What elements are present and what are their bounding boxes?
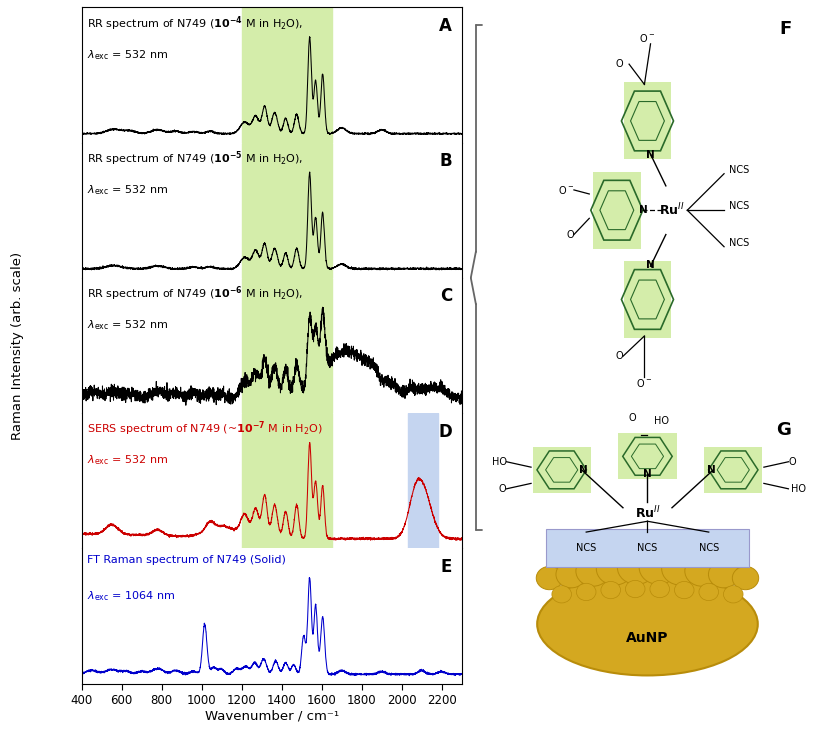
Text: NCS: NCS: [729, 201, 749, 211]
Text: N: N: [643, 469, 652, 479]
Text: RR spectrum of N749 ($\mathbf{10^{-4}}$ M in H$_2$O),: RR spectrum of N749 ($\mathbf{10^{-4}}$ …: [87, 14, 304, 33]
Circle shape: [732, 567, 759, 589]
FancyBboxPatch shape: [593, 172, 641, 248]
Text: O: O: [566, 229, 574, 240]
Circle shape: [596, 553, 633, 585]
Text: N: N: [639, 205, 647, 215]
Text: $\lambda_\mathregular{exc}$ = 532 nm: $\lambda_\mathregular{exc}$ = 532 nm: [87, 48, 168, 62]
Text: N: N: [646, 260, 655, 270]
Text: NCS: NCS: [576, 543, 596, 553]
Circle shape: [650, 581, 669, 598]
Text: N: N: [578, 465, 587, 475]
Text: $\lambda_\mathregular{exc}$ = 532 nm: $\lambda_\mathregular{exc}$ = 532 nm: [87, 453, 168, 467]
Text: F: F: [779, 20, 792, 37]
Circle shape: [576, 584, 596, 600]
Text: C: C: [440, 287, 452, 305]
Circle shape: [600, 581, 620, 599]
Text: NCS: NCS: [729, 165, 749, 175]
Text: SERS spectrum of N749 (~$\mathbf{10^{-7}}$ M in H$_2$O): SERS spectrum of N749 (~$\mathbf{10^{-7}…: [87, 420, 323, 439]
Text: Ru$^{II}$: Ru$^{II}$: [635, 505, 660, 521]
Circle shape: [662, 553, 699, 585]
Text: NCS: NCS: [637, 543, 658, 553]
Circle shape: [674, 581, 694, 599]
Bar: [242, 278, 332, 413]
Text: RR spectrum of N749 ($\mathbf{10^{-5}}$ M in H$_2$O),: RR spectrum of N749 ($\mathbf{10^{-5}}$ …: [87, 149, 304, 168]
Circle shape: [556, 561, 587, 588]
Text: N: N: [646, 151, 655, 160]
FancyBboxPatch shape: [623, 261, 672, 338]
FancyBboxPatch shape: [704, 447, 762, 493]
Ellipse shape: [538, 573, 757, 675]
Circle shape: [552, 586, 572, 603]
Text: RR spectrum of N749 ($\mathbf{10^{-6}}$ M in H$_2$O),: RR spectrum of N749 ($\mathbf{10^{-6}}$ …: [87, 284, 304, 304]
Circle shape: [685, 556, 719, 587]
Circle shape: [723, 586, 743, 603]
Circle shape: [618, 551, 656, 584]
Text: D: D: [439, 423, 452, 440]
Text: G: G: [777, 421, 792, 440]
Circle shape: [699, 584, 719, 600]
Text: O: O: [788, 456, 796, 467]
FancyBboxPatch shape: [623, 82, 672, 159]
Text: E: E: [440, 558, 452, 576]
Text: AuNP: AuNP: [626, 631, 669, 645]
FancyBboxPatch shape: [547, 529, 748, 567]
Circle shape: [576, 556, 610, 587]
Text: HO: HO: [792, 484, 806, 494]
Text: N: N: [708, 465, 717, 475]
Text: $\lambda_\mathregular{exc}$ = 532 nm: $\lambda_\mathregular{exc}$ = 532 nm: [87, 318, 168, 332]
Text: HO: HO: [492, 456, 507, 467]
Text: O$^-$: O$^-$: [558, 184, 574, 196]
Text: O: O: [499, 484, 507, 494]
Circle shape: [536, 567, 563, 589]
Text: O: O: [628, 414, 636, 423]
X-axis label: Wavenumber / cm⁻¹: Wavenumber / cm⁻¹: [204, 710, 339, 723]
Bar: [242, 7, 332, 143]
Text: HO: HO: [654, 416, 668, 426]
Text: $\lambda_\mathregular{exc}$ = 532 nm: $\lambda_\mathregular{exc}$ = 532 nm: [87, 183, 168, 197]
Circle shape: [639, 551, 677, 584]
Text: Ru$^{II}$: Ru$^{II}$: [659, 202, 685, 218]
Text: Raman Intensity (arb. scale): Raman Intensity (arb. scale): [11, 251, 25, 440]
Text: A: A: [440, 17, 452, 35]
Text: FT Raman spectrum of N749 (Solid): FT Raman spectrum of N749 (Solid): [87, 555, 286, 565]
FancyBboxPatch shape: [533, 447, 591, 493]
Bar: [408, 413, 438, 548]
Text: O: O: [615, 351, 623, 362]
Text: NCS: NCS: [699, 543, 719, 553]
Text: B: B: [440, 152, 452, 170]
Bar: [242, 143, 332, 278]
Text: O$^-$: O$^-$: [640, 32, 655, 44]
Circle shape: [626, 581, 645, 598]
Bar: [242, 413, 332, 548]
FancyBboxPatch shape: [618, 434, 676, 479]
Text: NCS: NCS: [729, 237, 749, 248]
Circle shape: [708, 561, 739, 588]
Text: O: O: [615, 59, 623, 69]
Text: O$^-$: O$^-$: [636, 376, 653, 389]
Text: $\lambda_\mathregular{exc}$ = 1064 nm: $\lambda_\mathregular{exc}$ = 1064 nm: [87, 589, 176, 603]
